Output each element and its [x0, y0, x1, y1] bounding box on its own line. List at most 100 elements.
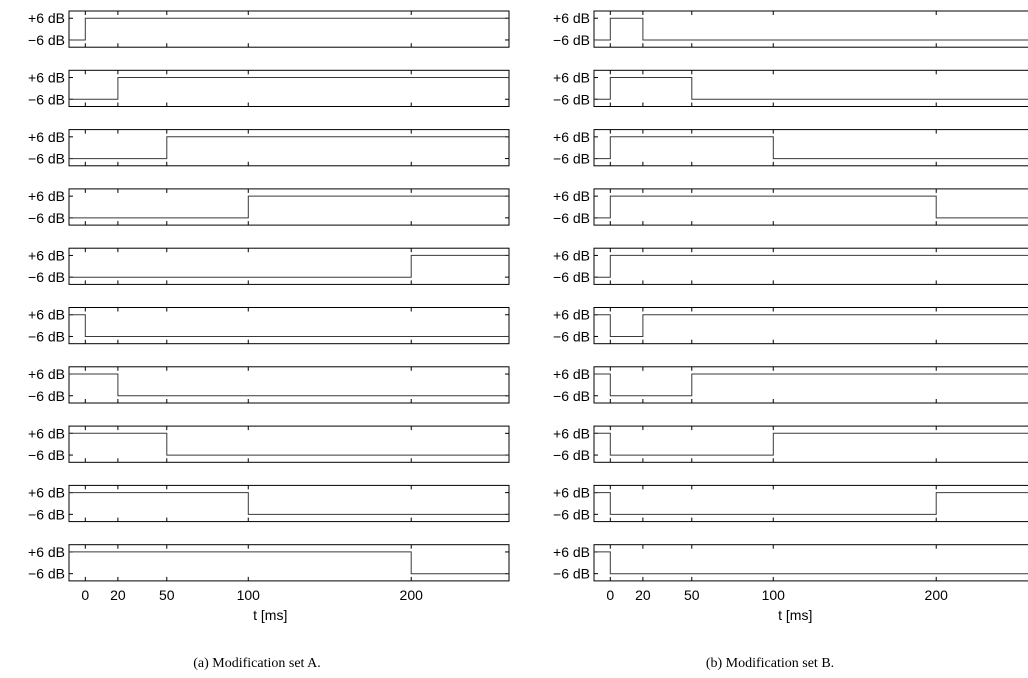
- y-tick-label: +6 dB: [28, 425, 65, 441]
- y-tick-label: −6 dB: [553, 447, 590, 463]
- y-tick-label: −6 dB: [553, 269, 590, 285]
- x-axis-title: t [ms]: [253, 607, 287, 623]
- y-tick-label: −6 dB: [28, 566, 65, 582]
- caption-b: (b) Modification set B.: [706, 656, 834, 671]
- subplot-frame: [593, 129, 1028, 167]
- gain-step-trace: [594, 17, 1028, 41]
- y-tick-label: +6 dB: [553, 10, 590, 26]
- y-tick-label: +6 dB: [28, 485, 65, 501]
- y-tick-label: +6 dB: [553, 247, 590, 263]
- x-tick-label: 20: [635, 587, 651, 603]
- y-tick-label: −6 dB: [28, 328, 65, 344]
- x-tick-label: 0: [606, 587, 614, 603]
- x-axis-title: t [ms]: [778, 607, 812, 623]
- y-tick-label: +6 dB: [553, 485, 590, 501]
- subplot-10: +6 dB −6 dB: [28, 544, 510, 582]
- subplot-7: +6 dB −6 dB: [28, 366, 510, 404]
- panel-b: +6 dB −6 dB +6 dB −6 dB +6 dB −6 dB +6 dB −6 dB…: [553, 10, 1028, 623]
- y-tick-label: +6 dB: [28, 10, 65, 26]
- x-tick-label: 50: [684, 587, 700, 603]
- y-tick-label: +6 dB: [553, 307, 590, 323]
- y-tick-label: +6 dB: [553, 70, 590, 86]
- subplot-4: +6 dB −6 dB: [28, 188, 510, 226]
- y-tick-label: +6 dB: [28, 366, 65, 382]
- panel-a: +6 dB −6 dB +6 dB −6 dB +6 dB −6 dB +6 dB −6 dB…: [28, 10, 510, 623]
- subplot-10: +6 dB −6 dB: [553, 544, 1028, 582]
- y-tick-label: −6 dB: [553, 566, 590, 582]
- x-tick-label: 20: [110, 587, 126, 603]
- subplot-6: +6 dB −6 dB: [553, 307, 1028, 344]
- x-tick-label: 200: [925, 587, 949, 603]
- gain-step-trace: [69, 432, 509, 456]
- subplot-frame: [593, 69, 1028, 108]
- gain-step-trace: [594, 136, 1028, 160]
- x-tick-label: 50: [159, 587, 175, 603]
- subplot-frame: [68, 366, 510, 404]
- y-tick-label: +6 dB: [553, 544, 590, 560]
- gain-step-trace: [69, 77, 509, 100]
- subplot-frame: [68, 10, 510, 48]
- subplot-3: +6 dB −6 dB: [553, 129, 1028, 167]
- subplot-6: +6 dB −6 dB: [28, 307, 510, 345]
- y-tick-label: −6 dB: [553, 388, 590, 404]
- subplot-frame: [593, 366, 1028, 404]
- gain-step-trace: [594, 492, 1028, 515]
- subplot-8: +6 dB −6 dB: [553, 425, 1028, 463]
- caption-a: (a) Modification set A.: [193, 656, 321, 671]
- gain-step-trace: [594, 432, 1028, 456]
- subplot-frame: [68, 129, 510, 167]
- y-tick-label: −6 dB: [28, 447, 65, 463]
- y-tick-label: −6 dB: [28, 32, 65, 48]
- subplot-frame: [593, 247, 1028, 285]
- y-tick-label: +6 dB: [553, 188, 590, 204]
- subplot-frame: [593, 425, 1028, 463]
- subplot-7: +6 dB −6 dB: [553, 366, 1028, 404]
- y-tick-label: +6 dB: [28, 129, 65, 145]
- subplot-frame: [68, 425, 510, 463]
- subplot-3: +6 dB −6 dB: [28, 129, 510, 167]
- subplot-frame: [68, 188, 510, 226]
- y-tick-label: −6 dB: [28, 151, 65, 167]
- subplot-frame: [68, 484, 510, 523]
- gain-step-trace: [594, 314, 1028, 337]
- y-tick-label: −6 dB: [553, 210, 590, 226]
- y-tick-label: +6 dB: [553, 366, 590, 382]
- gain-step-trace: [69, 492, 509, 515]
- subplot-9: +6 dB −6 dB: [553, 485, 1028, 522]
- gain-step-trace: [69, 373, 509, 397]
- gain-step-trace: [594, 254, 1028, 278]
- subplot-frame: [593, 10, 1028, 48]
- subplot-frame: [68, 544, 510, 582]
- x-tick-label: 200: [400, 587, 424, 603]
- gain-step-trace: [69, 314, 509, 337]
- x-tick-label: 0: [81, 587, 89, 603]
- y-tick-label: −6 dB: [553, 506, 590, 522]
- y-tick-label: +6 dB: [28, 307, 65, 323]
- y-tick-label: −6 dB: [553, 32, 590, 48]
- subplot-frame: [593, 188, 1028, 226]
- gain-step-trace: [69, 17, 509, 41]
- subplot-1: +6 dB −6 dB: [553, 10, 1028, 48]
- gain-step-trace: [594, 373, 1028, 397]
- subplot-frame: [68, 307, 510, 345]
- y-tick-label: +6 dB: [28, 70, 65, 86]
- x-tick-label: 100: [237, 587, 261, 603]
- gain-step-trace: [69, 136, 509, 160]
- subplot-frame: [593, 544, 1028, 582]
- y-tick-label: −6 dB: [28, 506, 65, 522]
- y-tick-label: −6 dB: [553, 91, 590, 107]
- subplot-8: +6 dB −6 dB: [28, 425, 510, 463]
- y-tick-label: −6 dB: [28, 388, 65, 404]
- y-tick-label: +6 dB: [553, 129, 590, 145]
- y-tick-label: −6 dB: [553, 328, 590, 344]
- y-tick-label: −6 dB: [553, 151, 590, 167]
- y-tick-label: +6 dB: [553, 425, 590, 441]
- subplot-1: +6 dB −6 dB: [28, 10, 510, 48]
- subplot-5: +6 dB −6 dB: [28, 247, 510, 285]
- subplot-9: +6 dB −6 dB: [28, 484, 510, 523]
- gain-step-trace: [69, 254, 509, 278]
- gain-step-trace: [69, 551, 509, 575]
- gain-step-trace: [69, 195, 509, 219]
- y-tick-label: −6 dB: [28, 210, 65, 226]
